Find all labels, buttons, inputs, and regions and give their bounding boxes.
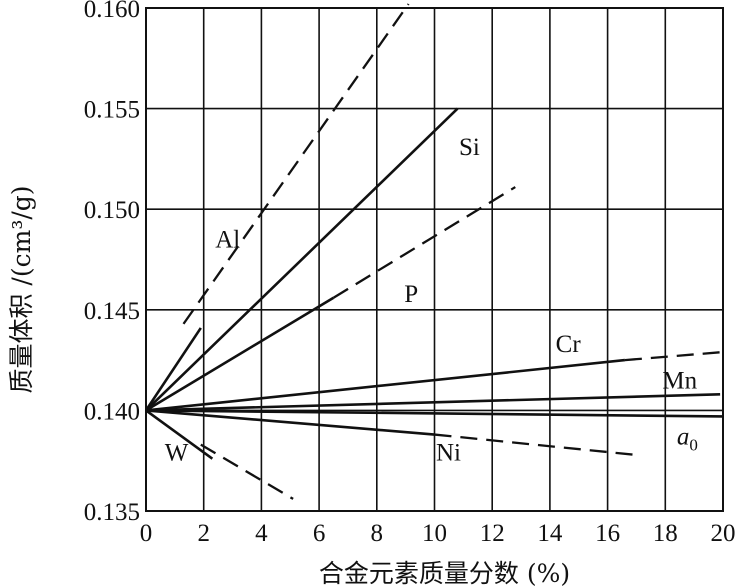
- grid-lines: [146, 8, 723, 511]
- series-line-w: [145, 409, 214, 460]
- series-label-a0: a0: [677, 424, 698, 455]
- y-axis-ticks: 0.135 0.140 0.145 0.150 0.155 0.160: [84, 0, 140, 526]
- series-label-mn: Mn: [662, 367, 697, 394]
- series-line-al: [144, 327, 202, 412]
- y-tick-label: 0.160: [84, 0, 140, 23]
- x-tick-label: 8: [371, 520, 384, 547]
- x-tick-label: 14: [537, 520, 563, 547]
- series-label-cr: Cr: [556, 331, 582, 358]
- series-label-w: W: [165, 440, 189, 467]
- series-dashed-ni: [434, 433, 634, 456]
- series-label-ni: Ni: [436, 440, 461, 467]
- x-axis-ticks: 0 2 4 6 8 10 12 14 16 18 20: [140, 520, 736, 547]
- y-tick-label: 0.155: [84, 97, 140, 124]
- y-tick-label: 0.145: [84, 298, 140, 325]
- series-label-subscript: 0: [689, 436, 698, 455]
- x-tick-label: 12: [480, 520, 505, 547]
- x-tick-label: 16: [595, 520, 620, 547]
- series-line-p: [145, 296, 335, 412]
- series-label-p: P: [404, 281, 418, 308]
- x-axis-title: 合金元素质量分数 (%): [319, 559, 570, 588]
- plot-frame: [145, 7, 724, 512]
- x-tick-label: 2: [197, 520, 210, 547]
- series-line-si: [145, 107, 459, 412]
- x-tick-label: 6: [313, 520, 326, 547]
- series-label-al: Al: [215, 226, 240, 253]
- y-axis-title: 质量体积 /(cm³/g): [7, 185, 36, 393]
- series-line-mn: [145, 393, 721, 412]
- series-labels: Al Si P Cr Mn a0 Ni W: [165, 134, 698, 467]
- series-lines: [144, 3, 724, 500]
- series-dashed-al: [182, 3, 410, 325]
- x-tick-label: 18: [653, 520, 678, 547]
- series-dashed-w: [200, 443, 294, 500]
- series-line-cr: [145, 358, 626, 412]
- y-tick-label: 0.135: [84, 499, 140, 526]
- x-tick-label: 0: [140, 520, 153, 547]
- series-dashed-cr: [624, 350, 724, 362]
- y-tick-label: 0.150: [84, 197, 140, 224]
- series-dashed-p: [332, 186, 516, 299]
- series-line-ni: [145, 409, 435, 436]
- series-label-si: Si: [459, 134, 480, 161]
- series-line-a0: [145, 409, 724, 418]
- x-tick-label: 10: [422, 520, 447, 547]
- x-tick-label: 4: [255, 520, 268, 547]
- y-tick-label: 0.140: [84, 398, 140, 425]
- x-tick-label: 20: [711, 520, 736, 547]
